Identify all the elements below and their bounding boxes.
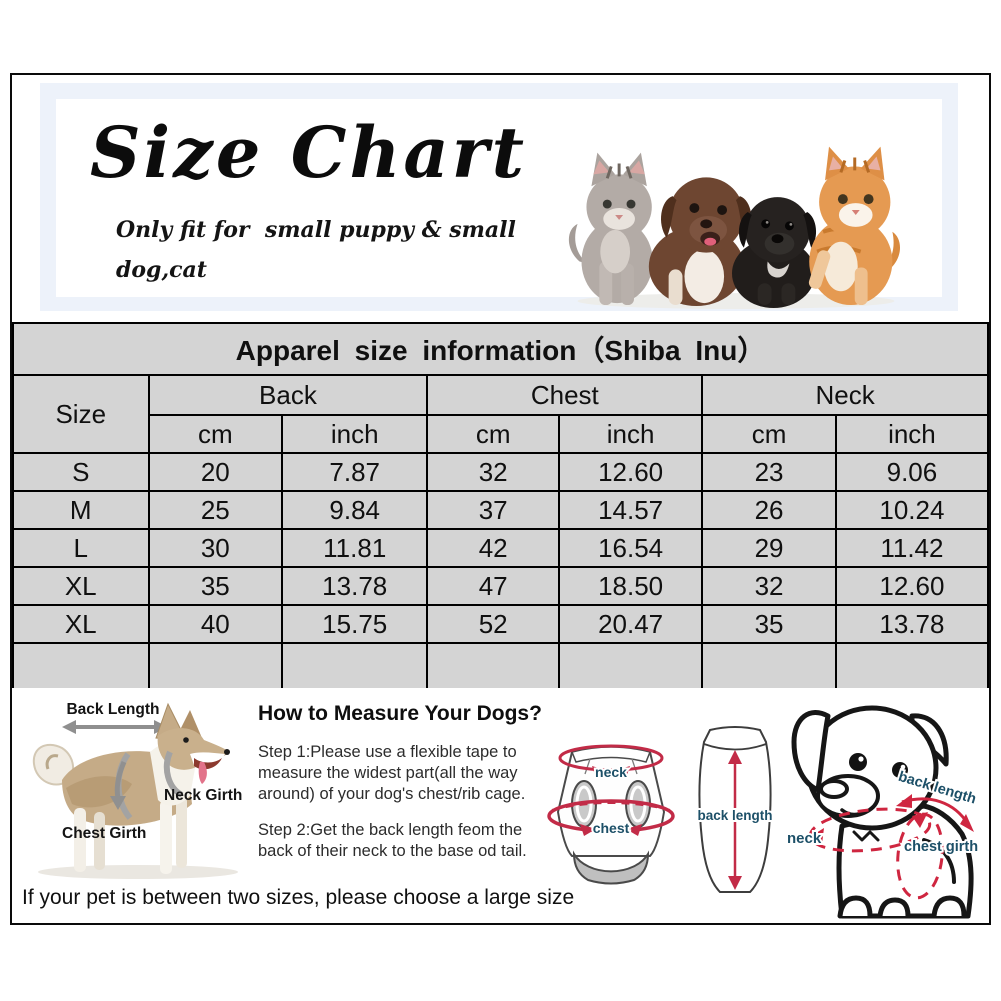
cell: M	[12, 490, 150, 530]
measure-step-1: Step 1:Please use a flexible tape to mea…	[258, 743, 526, 804]
cell: XL	[12, 566, 150, 606]
cell	[557, 642, 704, 690]
chest-girth-arrow	[547, 799, 675, 836]
pets-photo	[568, 146, 901, 310]
back-length-arrow	[62, 720, 168, 734]
cell: 18.50	[557, 566, 704, 606]
measure-step-2: Step 2:Get the back length feom the back…	[258, 821, 527, 861]
back-length-arrow	[728, 750, 742, 890]
apparel-size-table: Apparel size information（Shiba Inu） Size…	[12, 322, 990, 690]
header-size: Size	[12, 374, 150, 454]
cell	[834, 642, 990, 690]
header-back-inch: inch	[281, 414, 429, 454]
cell: 12.60	[557, 452, 704, 492]
header-neck-inch: inch	[834, 414, 990, 454]
measuring-guide-section: Back Length	[12, 688, 989, 923]
cell	[426, 642, 560, 690]
garment-neck-label: neck	[595, 764, 627, 780]
page-subtitle-line1: Only fit for small puppy & small	[116, 217, 516, 243]
cell: S	[12, 452, 150, 492]
sizing-note: If your pet is between two sizes, please…	[22, 886, 575, 909]
dog-back-length-label: Back Length	[66, 701, 159, 718]
cell: L	[12, 528, 150, 568]
cell: 35	[147, 566, 284, 606]
table-caption: Apparel size information（Shiba Inu）	[12, 322, 989, 376]
garment-back-length-label: back length	[697, 808, 772, 823]
cell: 26	[701, 490, 837, 530]
hero-white-panel: Size Chart Only fit for small puppy & sm…	[56, 99, 942, 310]
cell	[701, 642, 837, 690]
dog-neck-girth-label: Neck Girth	[164, 787, 242, 804]
cell: 35	[701, 604, 837, 644]
cell: 29	[701, 528, 837, 568]
cell: 16.54	[557, 528, 704, 568]
cell: XL	[12, 604, 150, 644]
table-row-xl2: XL 40 15.75 52 20.47 35 13.78	[12, 604, 990, 644]
header-back: Back	[147, 374, 429, 416]
header-neck-cm: cm	[701, 414, 837, 454]
cell: 47	[426, 566, 560, 606]
garment-chest-label: chest	[593, 820, 630, 836]
table-row-empty	[12, 642, 990, 690]
cell: 32	[426, 452, 560, 492]
hero-section: Size Chart Only fit for small puppy & sm…	[12, 75, 989, 322]
garment-front-diagram: neck chest	[547, 744, 675, 885]
cell: 14.57	[557, 490, 704, 530]
cell: 7.87	[281, 452, 429, 492]
chest-down-arrow	[114, 761, 127, 799]
cell: 13.78	[834, 604, 990, 644]
dog-chest-girth-label: Chest Girth	[62, 825, 146, 842]
cell: 11.42	[834, 528, 990, 568]
table-row-l: L 30 11.81 42 16.54 29 11.42	[12, 528, 990, 568]
cell: 13.78	[281, 566, 429, 606]
cell: 25	[147, 490, 284, 530]
gray-kitten-illustration	[568, 152, 653, 306]
header-chest-inch: inch	[557, 414, 704, 454]
puppy-neck-label: neck	[787, 830, 822, 847]
cell	[12, 642, 150, 690]
page-title: Size Chart	[90, 111, 527, 194]
table-row-xl: XL 35 13.78 47 18.50 32 12.60	[12, 566, 990, 606]
cell: 30	[147, 528, 284, 568]
size-chart-card: Size Chart Only fit for small puppy & sm…	[10, 73, 991, 925]
cell	[281, 642, 429, 690]
cell	[147, 642, 284, 690]
cell: 20.47	[557, 604, 704, 644]
header-neck: Neck	[701, 374, 989, 416]
cell: 37	[426, 490, 560, 530]
puppy-measurement-illustration: back length neck chest girth	[785, 705, 980, 919]
cell: 15.75	[281, 604, 429, 644]
cell: 52	[426, 604, 560, 644]
table-row-m: M 25 9.84 37 14.57 26 10.24	[12, 490, 990, 530]
header-chest-cm: cm	[426, 414, 560, 454]
garment-back-diagram: back length	[695, 726, 775, 893]
header-back-cm: cm	[147, 414, 284, 454]
puppy-chest-girth-label: chest girth	[904, 839, 978, 855]
cell: 12.60	[834, 566, 990, 606]
puppy-neck-ellipse	[808, 807, 932, 853]
how-to-measure-heading: How to Measure Your Dogs?	[258, 702, 542, 725]
neck-girth-ribbon	[163, 750, 184, 798]
cell: 23	[701, 452, 837, 492]
cell: 11.81	[281, 528, 429, 568]
orange-kitten-illustration	[808, 146, 901, 306]
table-row-s: S 20 7.87 32 12.60 23 9.06	[12, 452, 990, 492]
cell: 9.06	[834, 452, 990, 492]
cell: 20	[147, 452, 284, 492]
cell: 9.84	[281, 490, 429, 530]
hero-blue-panel: Size Chart Only fit for small puppy & sm…	[40, 83, 958, 311]
cell: 32	[701, 566, 837, 606]
neck-girth-arrow	[558, 744, 664, 778]
brown-puppy-illustration	[648, 177, 752, 307]
page-subtitle-line2: dog,cat	[116, 257, 207, 283]
how-to-measure-block: How to Measure Your Dogs? Step 1:Please …	[258, 702, 550, 878]
header-chest: Chest	[426, 374, 704, 416]
cell: 40	[147, 604, 284, 644]
cell: 42	[426, 528, 560, 568]
dog-measurement-illustration: Back Length	[32, 701, 242, 879]
black-puppy-illustration	[731, 197, 817, 309]
cell: 10.24	[834, 490, 990, 530]
